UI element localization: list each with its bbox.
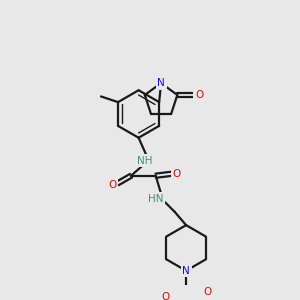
Text: O: O [161, 292, 169, 300]
Text: HN: HN [148, 194, 164, 203]
Text: O: O [108, 180, 116, 190]
Text: N: N [157, 78, 165, 88]
Text: O: O [172, 169, 181, 179]
Text: N: N [182, 266, 190, 276]
Text: O: O [204, 286, 212, 297]
Text: O: O [195, 90, 203, 100]
Text: NH: NH [136, 155, 152, 166]
